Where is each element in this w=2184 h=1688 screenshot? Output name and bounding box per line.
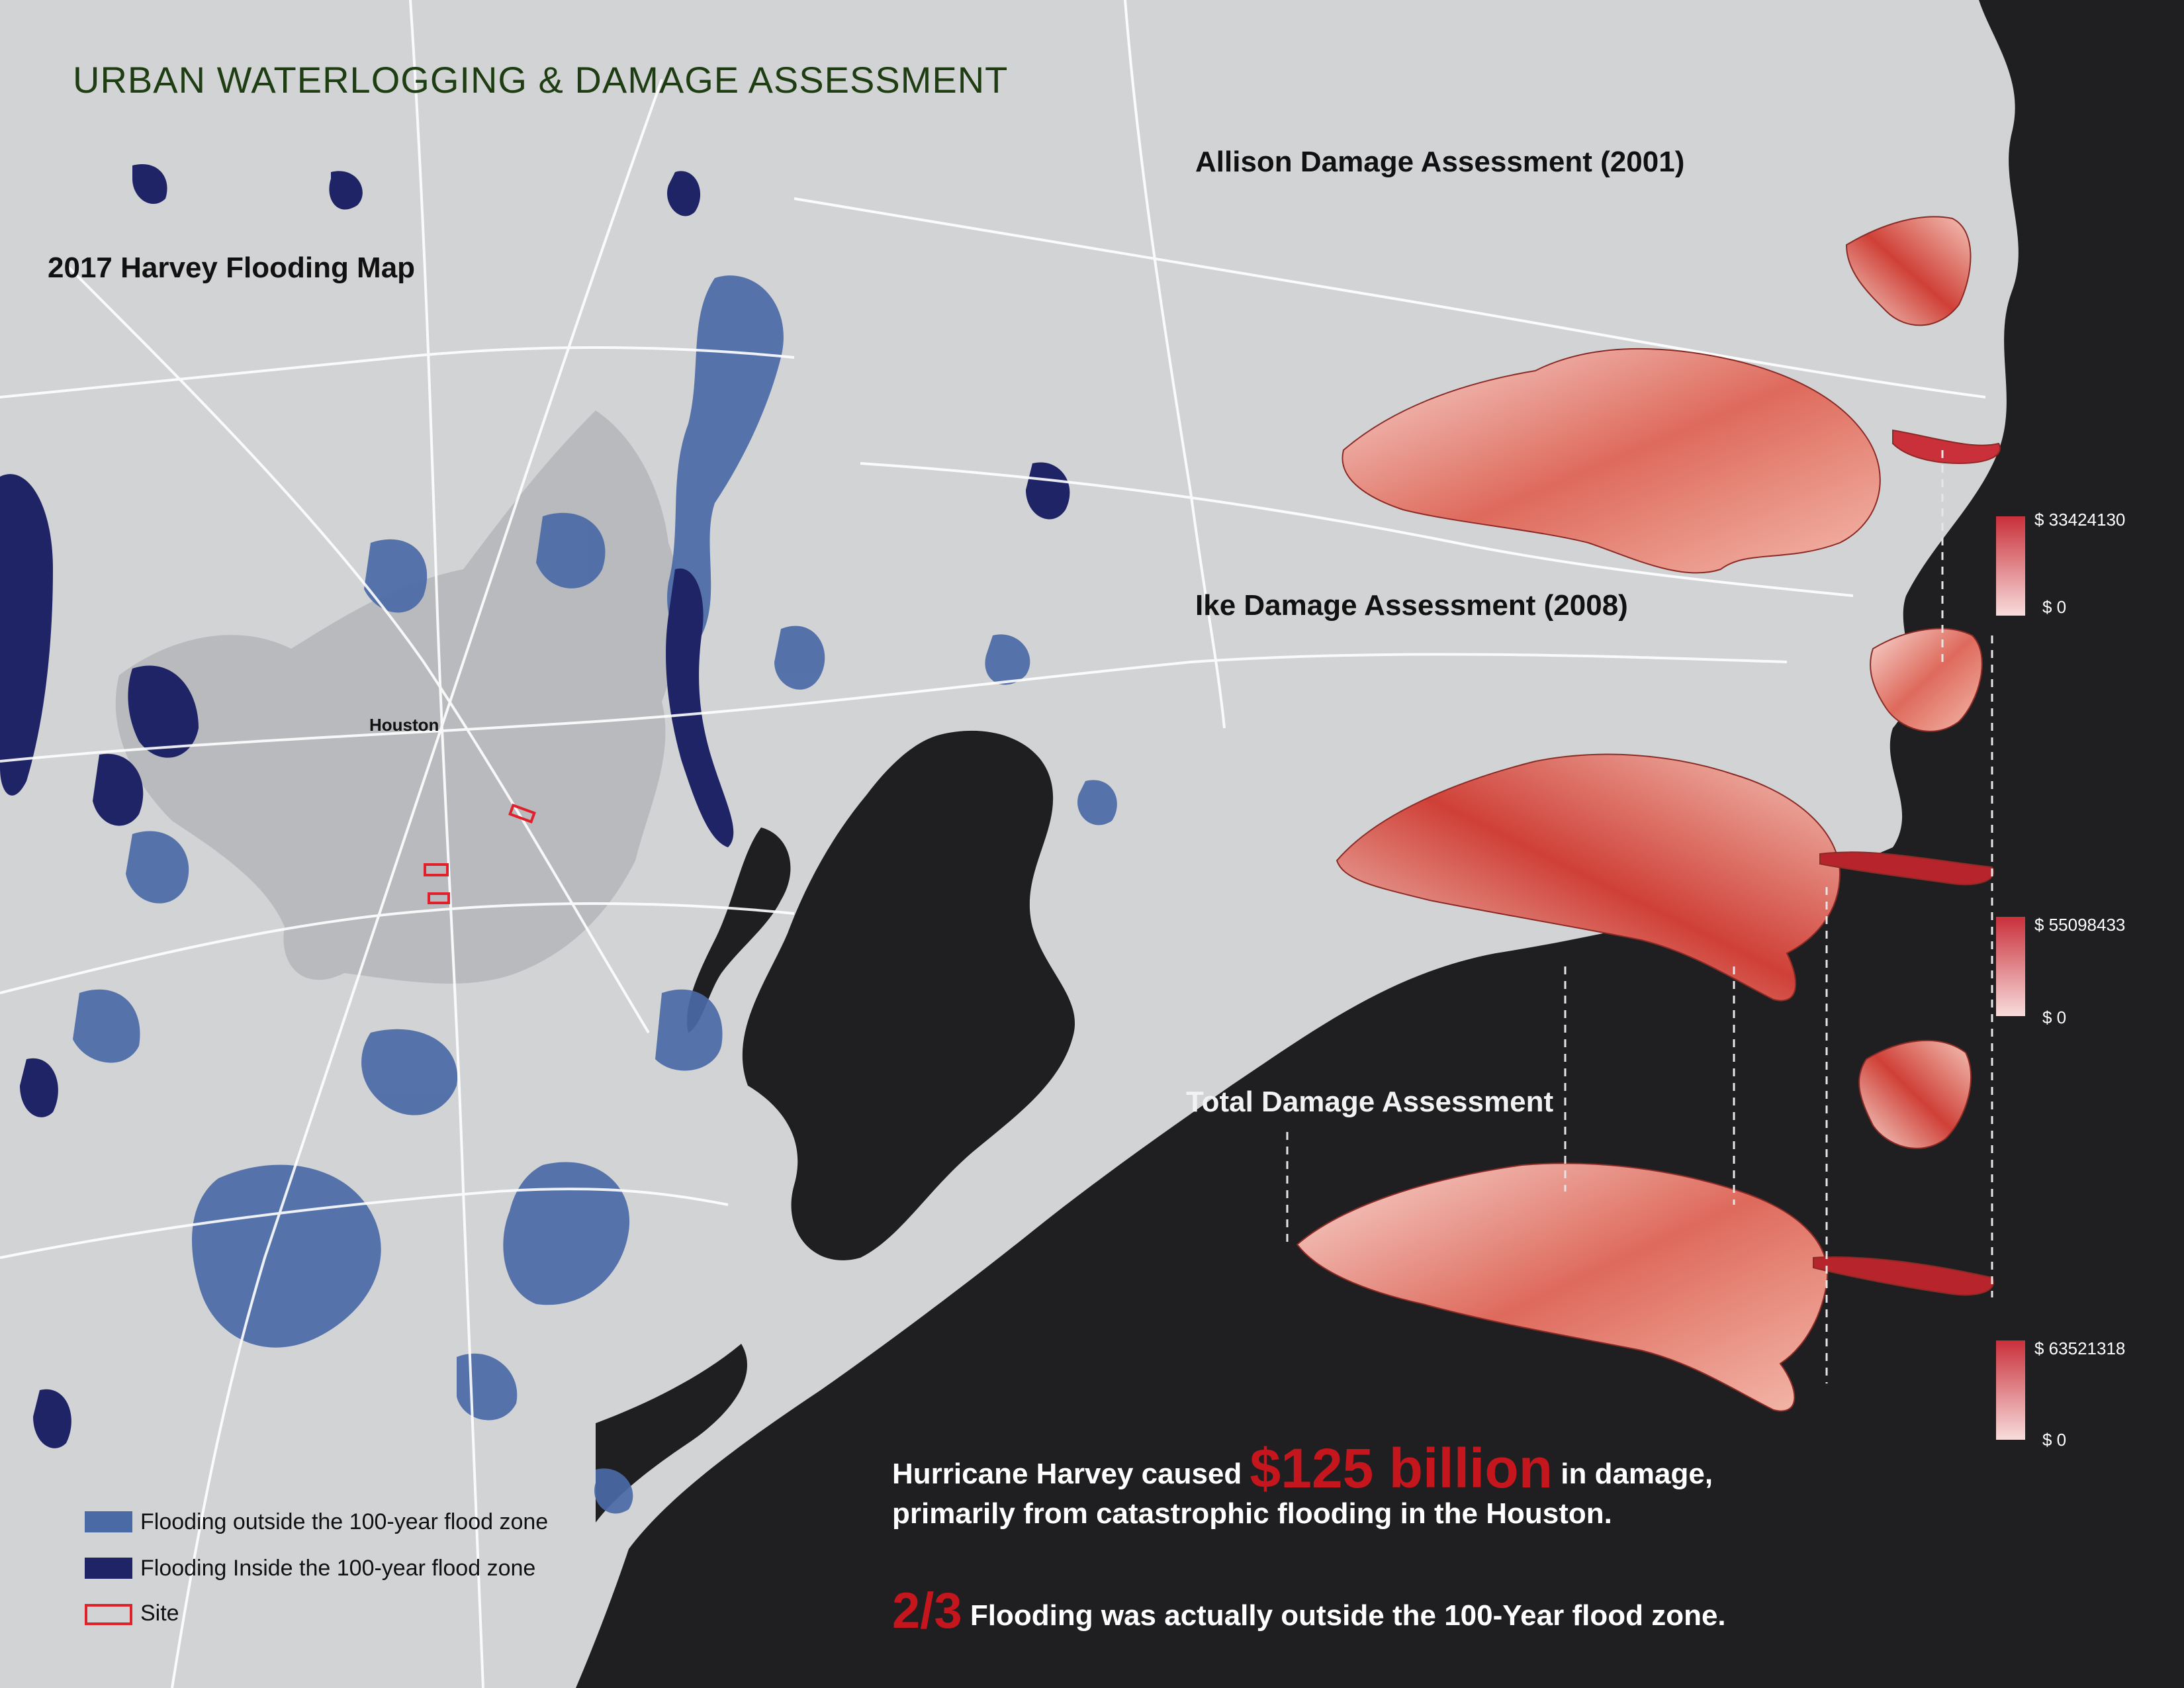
summary-line-1-pre: Hurricane Harvey caused <box>892 1458 1242 1490</box>
flooding-outside-zone <box>73 275 1117 1514</box>
summary-line-1: Hurricane Harvey caused $125 billion in … <box>892 1436 1713 1501</box>
allison-damage-map <box>1342 216 2001 574</box>
ike-title: Ike Damage Assessment (2008) <box>1195 589 1628 622</box>
ike-scale-max: $ 55098433 <box>2034 915 2126 935</box>
legend-swatch-inside <box>85 1558 132 1579</box>
damage-amount: $125 billion <box>1250 1437 1553 1499</box>
legend-swatch-site <box>85 1604 132 1625</box>
total-scale-min: $ 0 <box>2042 1430 2067 1450</box>
site-marker <box>424 863 449 876</box>
site-marker <box>508 804 536 823</box>
total-damage-map <box>1296 1039 1994 1412</box>
legend-swatch-outside <box>85 1511 132 1532</box>
total-title: Total Damage Assessment <box>1186 1086 1554 1118</box>
allison-scale-min: $ 0 <box>2042 597 2067 617</box>
flood-map-title: 2017 Harvey Flooding Map <box>48 252 416 284</box>
site-markers <box>424 804 536 904</box>
allison-scale-bar <box>1996 516 2025 616</box>
page-title: URBAN WATERLOGGING & DAMAGE ASSESSMENT <box>73 59 1009 101</box>
city-label-houston: Houston <box>369 715 439 735</box>
road-network <box>0 0 1986 1688</box>
fraction-highlight: 2/3 <box>892 1583 962 1639</box>
coastal-lagoon <box>596 1344 747 1523</box>
legend-label-inside: Flooding Inside the 100-year flood zone <box>140 1556 536 1581</box>
legend-label-outside: Flooding outside the 100-year flood zone <box>140 1509 549 1534</box>
guide-lines <box>1286 450 1993 1383</box>
allison-title: Allison Damage Assessment (2001) <box>1195 146 1685 178</box>
summary-line-1-post: in damage, <box>1561 1458 1713 1490</box>
ike-scale-min: $ 0 <box>2042 1008 2067 1027</box>
bay-inlet <box>687 827 791 1033</box>
summary-line-3-text: Flooding was actually outside the 100-Ye… <box>970 1599 1726 1632</box>
legend-label-site: Site <box>140 1601 179 1626</box>
summary-line-2: primarily from catastrophic flooding in … <box>892 1497 1612 1530</box>
ike-damage-map <box>1336 628 1994 1002</box>
ike-scale-bar <box>1996 917 2025 1016</box>
summary-line-3: 2/3 Flooding was actually outside the 10… <box>892 1582 1726 1640</box>
total-scale-max: $ 63521318 <box>2034 1338 2126 1358</box>
allison-scale-max: $ 33424130 <box>2034 510 2126 530</box>
galveston-bay <box>742 730 1075 1260</box>
flooding-inside-zone <box>0 164 1070 1448</box>
total-scale-bar <box>1996 1340 2025 1440</box>
site-marker <box>428 892 450 904</box>
